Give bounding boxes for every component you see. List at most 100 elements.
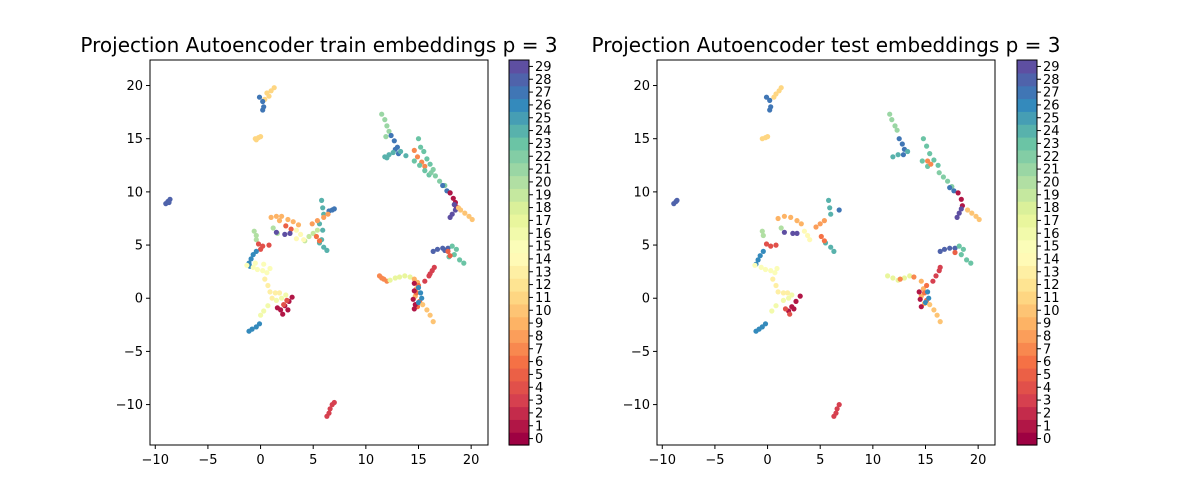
- scatter-point: [911, 274, 917, 280]
- scatter-point: [887, 111, 893, 117]
- scatter-point: [781, 229, 788, 235]
- colorbar-segment: [1017, 85, 1037, 100]
- scatter-point: [773, 282, 779, 289]
- colorbar-segment: [1017, 72, 1037, 87]
- colorbar-tick-label: 12: [535, 278, 552, 293]
- scatter-point: [790, 230, 796, 236]
- scatter-point: [937, 319, 943, 325]
- scatter-point: [759, 228, 765, 234]
- colorbar-tick-label: 2: [1043, 406, 1051, 421]
- x-tick-label: 5: [816, 453, 824, 468]
- scatter-point: [284, 297, 290, 303]
- scatter-point: [270, 225, 276, 231]
- colorbar-segment: [509, 137, 529, 151]
- scatter-point: [403, 153, 409, 159]
- colorbar-segment: [509, 291, 529, 305]
- scatter-point: [254, 266, 260, 273]
- scatter-point: [166, 199, 172, 206]
- scatter-point: [260, 268, 266, 274]
- scatter-point: [785, 290, 791, 296]
- scatter-point: [763, 94, 770, 100]
- scatter-point: [276, 218, 283, 224]
- scatter-point: [422, 163, 428, 169]
- colorbar-segment: [509, 214, 529, 228]
- scatter-point: [421, 148, 427, 155]
- colorbar-tick-label: 26: [1043, 98, 1060, 113]
- colorbar-segment: [509, 252, 529, 266]
- scatter-point: [455, 205, 462, 211]
- scatter-point: [798, 221, 804, 227]
- colorbar-tick-label: 24: [535, 124, 552, 139]
- colorbar-tick-label: 23: [1043, 137, 1060, 152]
- y-tick-label: 0: [642, 292, 650, 307]
- x-tick-label: 10: [358, 453, 375, 468]
- scatter-point: [973, 213, 979, 219]
- colorbar-tick-label: 16: [1043, 227, 1060, 242]
- scatter-point: [935, 162, 941, 168]
- colorbar-segment: [1017, 188, 1037, 202]
- scatter-point: [414, 154, 421, 160]
- scatter-point: [762, 321, 769, 327]
- scatter-point: [451, 252, 457, 258]
- scatter-point: [272, 290, 278, 296]
- scatter-point: [418, 290, 424, 296]
- scatter-point: [466, 213, 472, 219]
- scatter-point: [773, 303, 779, 309]
- colorbar-tick-label: 8: [535, 329, 543, 344]
- colorbar-segment: [1017, 303, 1037, 318]
- scatter-point: [427, 271, 433, 277]
- scatter-point: [757, 253, 763, 259]
- scatter-point: [258, 312, 264, 318]
- colorbar-segment: [1017, 98, 1037, 112]
- scatter-point: [889, 117, 895, 123]
- colorbar-tick-label: 7: [1043, 342, 1051, 357]
- scatter-point: [794, 218, 800, 224]
- colorbar-segment: [509, 265, 529, 279]
- x-tick-label: 15: [917, 453, 934, 468]
- scatter-point: [244, 262, 250, 268]
- scatter-point: [293, 227, 299, 233]
- colorbar-segment: [509, 60, 529, 74]
- scatter-point: [775, 289, 781, 295]
- scatter-point: [767, 97, 773, 103]
- scatter-point: [253, 324, 259, 330]
- scatter-point: [457, 257, 463, 263]
- scatter-point: [295, 222, 302, 228]
- test-embeddings-panel: Projection Autoencoder test embeddings p…: [591, 33, 1060, 468]
- scatter-point: [794, 230, 800, 236]
- scatter-point: [445, 248, 451, 254]
- colorbar-segment: [509, 162, 529, 177]
- colorbar-tick-label: 8: [1043, 329, 1051, 344]
- scatter-point: [290, 219, 296, 225]
- scatter-point: [760, 232, 766, 239]
- scatter-point: [958, 196, 964, 202]
- scatter-point: [282, 231, 288, 237]
- colorbar-tick-label: 17: [1043, 214, 1060, 229]
- scatter-point: [780, 290, 787, 296]
- scatter-point: [415, 285, 422, 291]
- scatter-point: [434, 246, 441, 252]
- scatter-point: [450, 195, 456, 201]
- scatter-point: [762, 266, 769, 273]
- colorbar-segment: [509, 111, 529, 125]
- scatter-point: [955, 190, 961, 196]
- colorbar-tick-label: 12: [1043, 278, 1060, 293]
- colorbar-tick-label: 27: [1043, 86, 1060, 101]
- scatter-point: [818, 233, 824, 240]
- scatter-point: [265, 303, 271, 309]
- scatter-point: [273, 213, 279, 219]
- scatter-point: [424, 156, 430, 162]
- x-tick-label: −10: [649, 453, 676, 468]
- scatter-point: [890, 275, 896, 281]
- colorbar-segment: [509, 149, 529, 164]
- scatter-point: [268, 214, 274, 220]
- scatter-point: [831, 413, 837, 419]
- x-tick-label: −5: [705, 453, 724, 468]
- y-tick-label: −5: [124, 345, 143, 360]
- scatter-point: [253, 232, 259, 239]
- colorbar-tick-label: 5: [1043, 368, 1051, 383]
- y-axis-ticks: −10 −5 0 5 10 15 20: [623, 79, 657, 413]
- scatter-point: [924, 143, 930, 149]
- y-tick-label: 20: [633, 79, 650, 94]
- scatter-point: [752, 262, 758, 268]
